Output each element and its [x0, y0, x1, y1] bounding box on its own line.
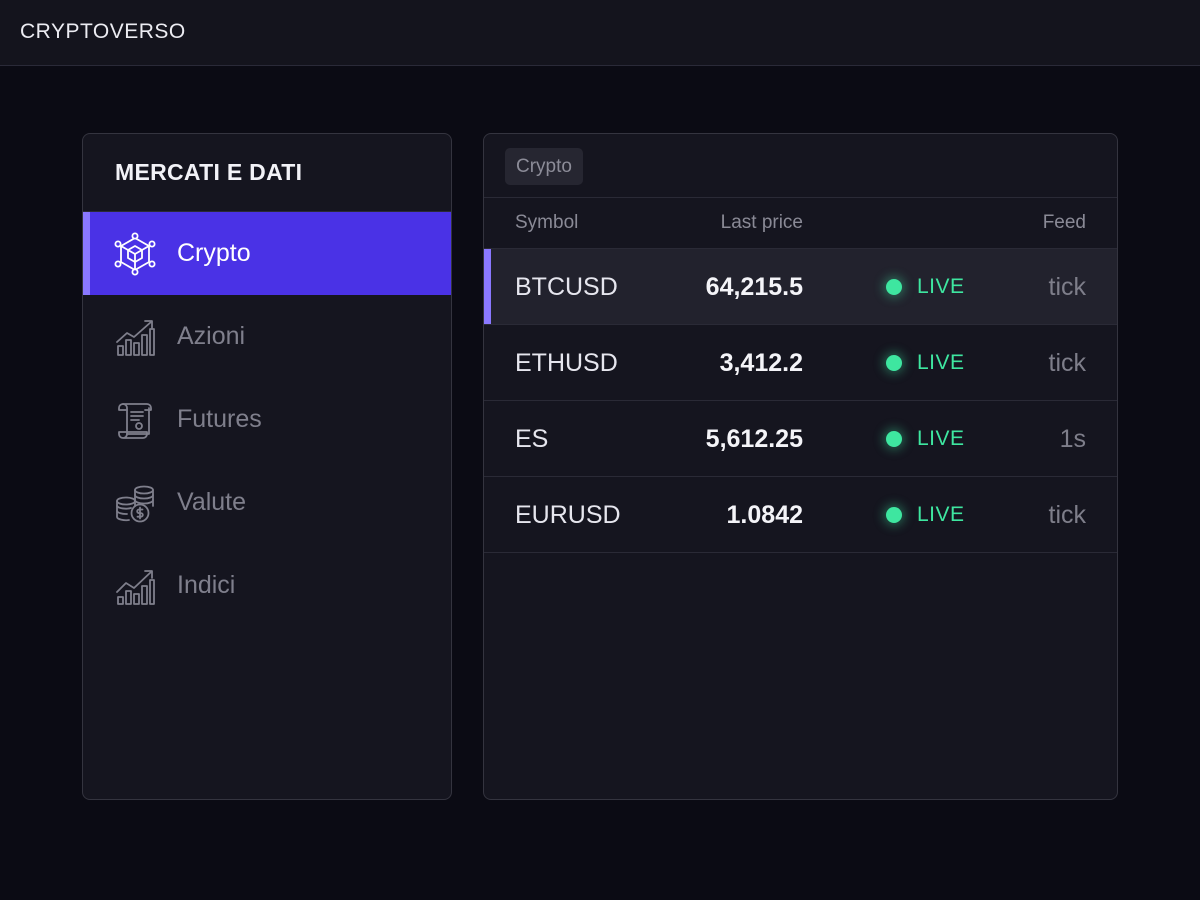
markets-sidebar: MERCATI E DATI Crypto	[82, 133, 452, 800]
market-table-panel: Crypto Symbol Last price Feed BTCUSD 64,…	[483, 133, 1118, 800]
row-symbol: EURUSD	[515, 501, 621, 529]
column-header-price[interactable]: Last price	[720, 212, 803, 233]
live-dot-icon	[886, 279, 902, 295]
sidebar-item-label: Crypto	[177, 239, 251, 267]
table-row[interactable]: ES 5,612.25 LIVE 1s	[484, 401, 1117, 477]
stocks-chart-icon	[113, 315, 157, 359]
sidebar-item-label: Valute	[177, 488, 247, 516]
live-dot-icon	[886, 507, 902, 523]
crypto-network-icon	[113, 232, 157, 276]
row-symbol: BTCUSD	[515, 273, 618, 301]
live-dot-icon	[886, 431, 902, 447]
status-badge: LIVE	[886, 351, 965, 375]
sidebar-item-valute[interactable]: Valute	[83, 461, 451, 544]
index-chart-icon	[113, 564, 157, 608]
status-badge: LIVE	[886, 275, 965, 299]
sidebar-title: MERCATI E DATI	[83, 134, 451, 212]
top-bar: CRYPTOVERSO	[0, 0, 1200, 66]
sidebar-item-label: Indici	[177, 571, 236, 599]
tab-bar: Crypto	[484, 134, 1117, 198]
row-feed: tick	[1048, 501, 1087, 529]
status-label: LIVE	[917, 351, 965, 374]
row-price: 1.0842	[726, 501, 803, 529]
row-feed: tick	[1048, 273, 1087, 301]
status-badge: LIVE	[886, 503, 965, 527]
status-label: LIVE	[917, 427, 965, 450]
sidebar-item-indici[interactable]: Indici	[83, 544, 451, 627]
app-title: CRYPTOVERSO	[20, 20, 186, 43]
column-header-symbol[interactable]: Symbol	[515, 212, 579, 233]
status-badge: LIVE	[886, 427, 965, 451]
live-dot-icon	[886, 355, 902, 371]
status-label: LIVE	[917, 503, 965, 526]
table-row[interactable]: ETHUSD 3,412.2 LIVE tick	[484, 325, 1117, 401]
sidebar-item-futures[interactable]: Futures	[83, 378, 451, 461]
row-feed: 1s	[1059, 425, 1086, 453]
column-header-feed[interactable]: Feed	[1042, 212, 1086, 233]
table-header: Symbol Last price Feed	[484, 198, 1117, 249]
sidebar-item-azioni[interactable]: Azioni	[83, 295, 451, 378]
contract-scroll-icon	[113, 398, 157, 442]
sidebar-item-label: Futures	[177, 405, 262, 433]
row-price: 5,612.25	[705, 425, 803, 453]
table-row[interactable]: EURUSD 1.0842 LIVE tick	[484, 477, 1117, 553]
sidebar-item-crypto[interactable]: Crypto	[83, 212, 451, 295]
row-price: 64,215.5	[705, 273, 803, 301]
row-symbol: ETHUSD	[515, 349, 618, 377]
sidebar-item-label: Azioni	[177, 322, 246, 350]
tab-crypto[interactable]: Crypto	[505, 148, 583, 185]
row-price: 3,412.2	[719, 349, 803, 377]
row-symbol: ES	[515, 425, 549, 453]
table-row[interactable]: BTCUSD 64,215.5 LIVE tick	[484, 249, 1117, 325]
coins-stack-icon	[113, 481, 157, 525]
status-label: LIVE	[917, 275, 965, 298]
row-feed: tick	[1048, 349, 1087, 377]
